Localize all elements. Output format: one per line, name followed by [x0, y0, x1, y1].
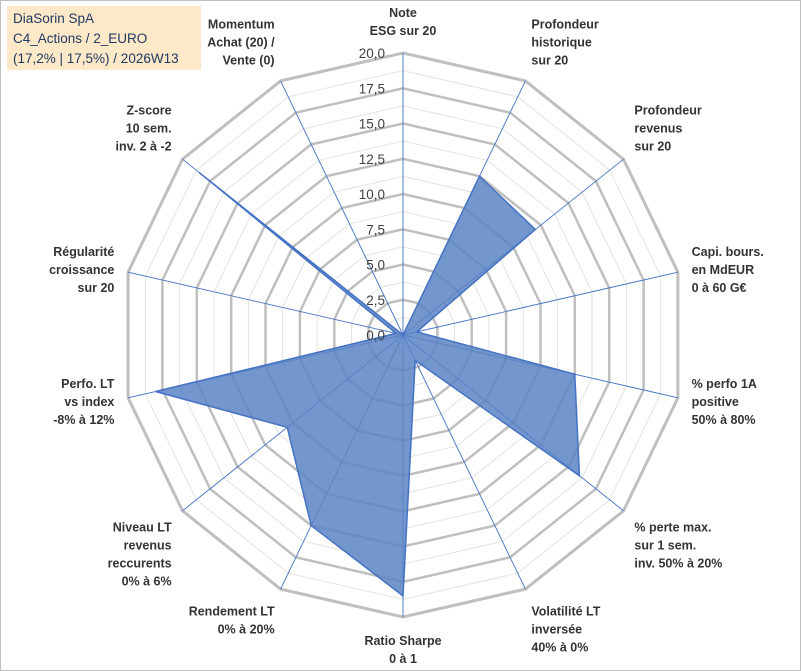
- axis-label-line: vs index: [64, 395, 114, 409]
- axis-label-line: Capi. bours.: [692, 245, 764, 259]
- axis-label-line: 0% à 20%: [218, 623, 275, 637]
- axis-label-line: Profondeur: [531, 17, 598, 31]
- axis-label-11: Régularité croissance sur 20: [49, 245, 114, 295]
- axis-label-line: 50% à 80%: [692, 413, 756, 427]
- axis-label-0: Note ESG sur 20: [370, 6, 437, 38]
- spoke-line: [280, 80, 404, 336]
- spoke-line: [127, 271, 404, 336]
- axis-label-line: 40% à 0%: [531, 641, 588, 655]
- spoke-line: [402, 271, 679, 336]
- axis-label-line: revenus: [634, 121, 682, 135]
- axis-label-line: Achat (20) /: [207, 35, 275, 49]
- axis-label-line: 0% à 6%: [122, 575, 172, 589]
- axis-label-10: Perfo. LT vs index -8% à 12%: [53, 377, 115, 427]
- series-layer: [155, 171, 581, 598]
- axis-label-line: Volatilité LT: [531, 605, 600, 619]
- tick-label: 7,5: [366, 222, 385, 237]
- axis-label-line: en MdEUR: [692, 263, 755, 277]
- axis-label-line: 10 sem.: [126, 121, 172, 135]
- axis-label-5: % perte max. sur 1 sem. inv. 50% à 20%: [634, 521, 722, 571]
- axis-label-line: Rendement LT: [189, 605, 275, 619]
- axis-label-line: croissance: [49, 263, 114, 277]
- axis-label-8: Rendement LT 0% à 20%: [189, 605, 275, 637]
- axis-label-4: % perfo 1A positive 50% à 80%: [692, 377, 757, 427]
- axis-label-line: reccurents: [108, 557, 172, 571]
- tick-label: 2,5: [366, 293, 385, 308]
- axis-label-line: Momentum: [208, 17, 275, 31]
- axis-label-line: inv. 2 à -2: [116, 139, 172, 153]
- tick-label: 5,0: [366, 258, 385, 273]
- axis-label-line: Z-score: [126, 103, 171, 117]
- axis-label-line: Régularité: [53, 245, 114, 259]
- axis-label-7: Ratio Sharpe 0 à 1: [364, 634, 441, 666]
- axis-label-line: inversée: [531, 623, 582, 637]
- axis-label-line: sur 20: [78, 281, 115, 295]
- axis-label-2: Profondeur revenus sur 20: [634, 103, 701, 153]
- axis-label-line: sur 20: [634, 139, 671, 153]
- axis-label-line: 0 à 60 G€: [692, 281, 747, 295]
- axis-label-line: -8% à 12%: [53, 413, 114, 427]
- period-label: (17,2% | 17,5%) / 2026W13: [13, 51, 179, 66]
- tick-label: 10,0: [359, 187, 385, 202]
- spoke-line: [402, 334, 526, 590]
- axis-label-line: Perfo. LT: [61, 377, 115, 391]
- axis-label-line: historique: [531, 35, 591, 49]
- axis-label-line: Ratio Sharpe: [364, 634, 441, 648]
- axis-label-line: revenus: [124, 539, 172, 553]
- axis-label-line: sur 1 sem.: [634, 539, 696, 553]
- portfolio-label: C4_Actions / 2_EURO: [13, 31, 148, 46]
- tick-label: 0,0: [366, 328, 385, 343]
- axis-labels: Note ESG sur 20 Profondeur historique sur 20…: [49, 6, 764, 666]
- axis-label-line: Niveau LT: [113, 521, 172, 535]
- axis-label-line: sur 20: [531, 53, 568, 67]
- axis-label-6: Volatilité LT inversée 40% à 0%: [531, 605, 600, 655]
- axis-label-line: % perfo 1A: [692, 377, 757, 391]
- axis-label-line: 0 à 1: [389, 652, 417, 666]
- tick-label: 12,5: [359, 152, 385, 167]
- tick-labels: 0,0 2,5 5,0 7,5 10,0 12,5 15,0 17,5 20,0: [359, 46, 385, 343]
- axis-label-line: Vente (0): [222, 53, 274, 67]
- tick-label: 20,0: [359, 46, 385, 61]
- axis-label-line: % perte max.: [634, 521, 711, 535]
- tick-label: 15,0: [359, 117, 385, 132]
- axis-label-line: Note: [389, 6, 417, 20]
- axis-label-line: inv. 50% à 20%: [634, 557, 722, 571]
- axis-label-line: positive: [692, 395, 739, 409]
- axis-label-13: Momentum Achat (20) / Vente (0): [207, 17, 275, 67]
- axis-label-1: Profondeur historique sur 20: [531, 17, 598, 67]
- company-name: DiaSorin SpA: [13, 11, 95, 26]
- axis-label-12: Z-score 10 sem. inv. 2 à -2: [116, 103, 172, 153]
- info-box: DiaSorin SpA C4_Actions / 2_EURO (17,2% …: [7, 6, 201, 70]
- axis-label-9: Niveau LT revenus reccurents 0% à 6%: [108, 521, 172, 589]
- series-area: [155, 171, 581, 598]
- axis-label-line: Profondeur: [634, 103, 701, 117]
- axis-label-3: Capi. bours. en MdEUR 0 à 60 G€: [692, 245, 764, 295]
- tick-label: 17,5: [359, 81, 385, 96]
- axis-label-line: ESG sur 20: [370, 24, 437, 38]
